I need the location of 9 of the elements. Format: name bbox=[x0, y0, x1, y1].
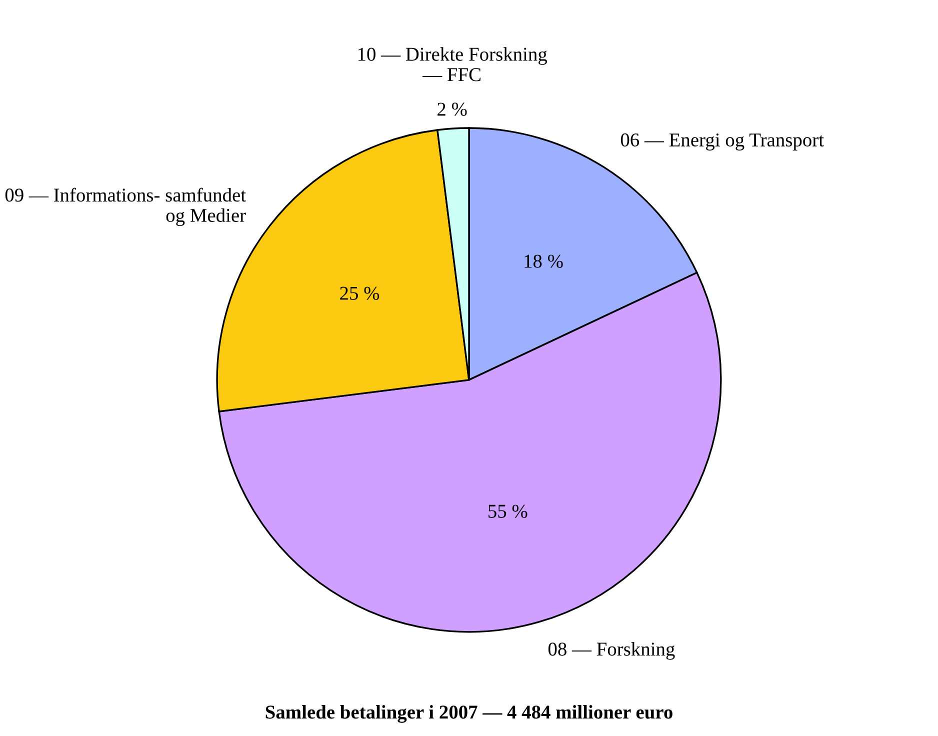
data-label: 18 % bbox=[524, 254, 563, 268]
slice-label: 10 — Direkte Forskning — FFC bbox=[358, 47, 548, 82]
data-label: 25 % bbox=[340, 286, 380, 300]
slice-label: 09 — Informations- samfundet og Medier bbox=[5, 188, 246, 226]
slice-label: 06 — Energi og Transport bbox=[620, 133, 824, 151]
text: Samlede betalinger i 2007 — 4 484 millioner euro bbox=[266, 705, 672, 723]
data-label: 55 % bbox=[488, 504, 528, 518]
slice-label: 08 — Forskning bbox=[548, 642, 675, 660]
data-label: 2 % bbox=[438, 102, 467, 116]
